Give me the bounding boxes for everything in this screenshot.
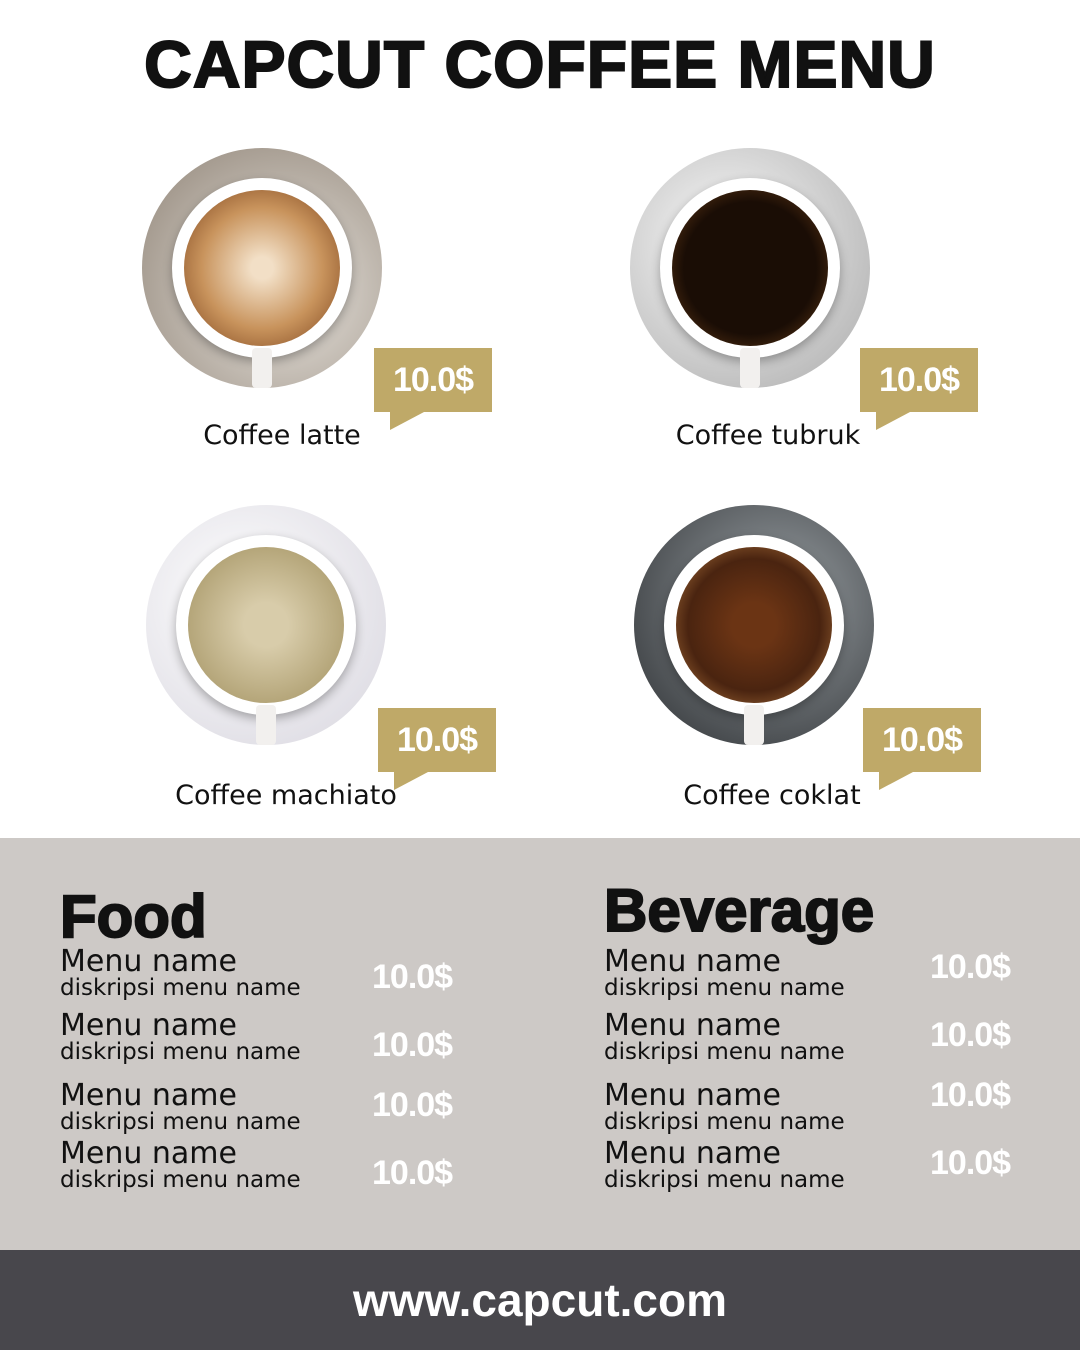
- coffee-coklat-image: [634, 505, 874, 745]
- food-item: Menu name diskripsi menu name 10.0$: [60, 1078, 453, 1135]
- price-badge: 10.0$: [860, 348, 978, 430]
- beverage-item: Menu name diskripsi menu name 10.0$: [604, 1076, 1011, 1135]
- price-badge: 10.0$: [863, 708, 981, 790]
- product-name: Coffee machiato: [175, 780, 397, 811]
- coffee-tubruk-image: [630, 148, 870, 388]
- beverage-title: Beverage: [603, 876, 875, 945]
- food-title: Food: [59, 882, 208, 951]
- product-name: Coffee tubruk: [675, 420, 861, 451]
- product-name: Coffee coklat: [683, 780, 861, 811]
- food-item: Menu name diskripsi menu name 10.0$: [60, 1008, 453, 1065]
- footer-url[interactable]: www.capcut.com: [0, 1250, 1080, 1350]
- price-badge: 10.0$: [374, 348, 492, 430]
- menu-panel: Food Beverage Menu name diskripsi menu na…: [0, 838, 1080, 1250]
- coffee-machiato-image: [146, 505, 386, 745]
- food-item: Menu name diskripsi menu name 10.0$: [60, 944, 453, 1001]
- beverage-item: Menu name diskripsi menu name 10.0$: [604, 1008, 1011, 1065]
- page-title: CAPCUT COFFEE MENU: [143, 26, 936, 102]
- coffee-latte-image: [142, 148, 382, 388]
- food-item: Menu name diskripsi menu name 10.0$: [60, 1136, 453, 1193]
- product-name: Coffee latte: [203, 420, 361, 451]
- price-badge: 10.0$: [378, 708, 496, 790]
- beverage-item: Menu name diskripsi menu name 10.0$: [604, 944, 1011, 1001]
- beverage-item: Menu name diskripsi menu name 10.0$: [604, 1136, 1011, 1193]
